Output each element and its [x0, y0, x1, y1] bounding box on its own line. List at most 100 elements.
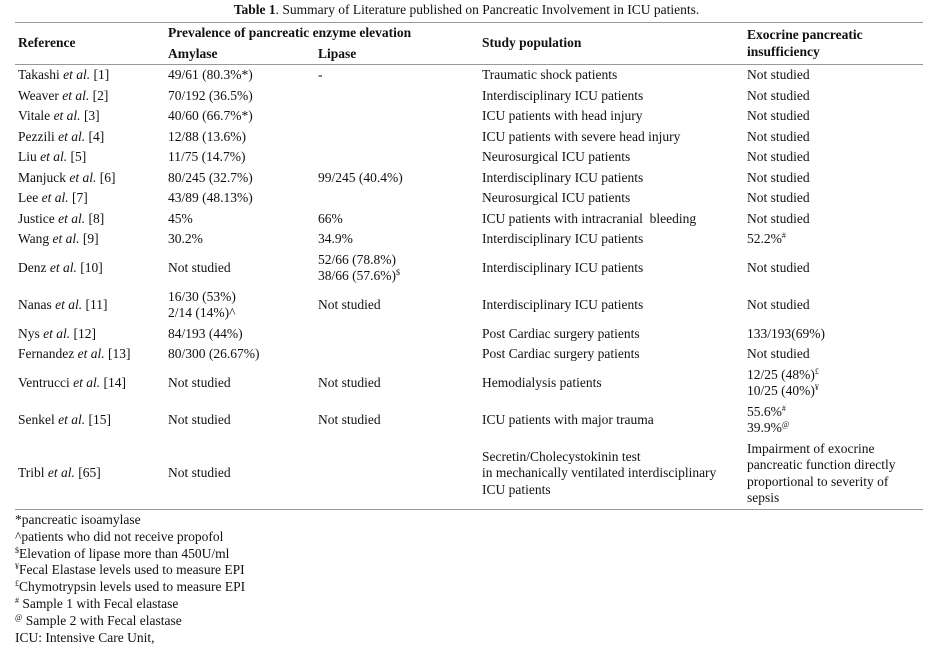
population-cell: ICU patients with head injury: [479, 106, 744, 127]
citation: [3]: [83, 108, 100, 123]
author: Tribl: [18, 465, 45, 481]
cell-line: 43/89 (48.13%): [168, 190, 253, 205]
cell-line: Interdisciplinary ICU patients: [482, 169, 644, 185]
cell-line: Exocrine pancreatic: [747, 27, 863, 42]
table-row: Manjuck et al. [6] 80/245 (32.7%) 99/245 (…: [15, 168, 923, 189]
citation: [2]: [92, 87, 109, 103]
cell-line: Not studied: [747, 128, 810, 144]
et-al: et al.: [73, 374, 101, 390]
cell-line: 38/66 (57.6%)$: [318, 268, 476, 285]
cell-line: ICU patients: [482, 481, 551, 497]
amylase-cell: 84/193 (44%): [165, 324, 315, 345]
cell-text: 38/66 (57.6%): [318, 268, 396, 283]
cell-line: Traumatic shock patients: [482, 67, 618, 82]
cell-text: 10/25 (40%): [747, 383, 815, 398]
epi-cell: 12/25 (48%)£ 10/25 (40%)¥: [744, 365, 923, 402]
cell-line: Neurosurgical ICU patients: [482, 149, 631, 164]
cell-line: Hemodialysis patients: [482, 374, 602, 390]
table-row: Tribl et al. [65] Not studied Secretin/Cho…: [15, 438, 924, 510]
cell-line: Not studied: [318, 374, 381, 390]
author: Fernandez: [18, 346, 75, 361]
cell-line: 12/88 (13.6%): [168, 128, 246, 144]
reference-cell: Ventrucci et al. [14]: [15, 365, 165, 402]
cell-line: 55.6%#: [747, 404, 920, 421]
cell-line: 39.9%@: [747, 420, 920, 437]
cell-line: -: [318, 67, 323, 82]
author: Ventrucci: [18, 374, 70, 390]
population-cell: ICU patients with intracranial bleeding: [479, 209, 744, 230]
population-cell: Secretin/Cholecystokinin test in mechanic…: [479, 438, 745, 510]
cell-line: Not studied: [747, 108, 810, 123]
cell-line: Not studied: [168, 259, 231, 275]
cell-line: ICU patients with severe head injury: [482, 128, 681, 144]
population-cell: Traumatic shock patients: [479, 65, 744, 86]
cell-text: Chymotrypsin levels used to measure EPI: [19, 579, 246, 595]
reference-cell: Tribl et al. [65]: [15, 438, 165, 510]
reference-cell: Pezzili et al. [4]: [15, 127, 165, 148]
cell-line: Not studied: [747, 259, 810, 275]
epi-cell: Not studied: [744, 106, 923, 127]
superscript: £: [814, 366, 819, 376]
superscript: $: [15, 545, 19, 555]
footnote: ¥Fecal Elastase levels used to measure E…: [15, 562, 245, 579]
reference-cell: Manjuck et al. [6]: [15, 168, 165, 189]
cell-text: Fecal Elastase levels used to measure EP…: [19, 562, 245, 578]
footnote: £Chymotrypsin levels used to measure EPI: [15, 579, 245, 596]
superscript: #: [781, 403, 786, 413]
cell-line: Not studied: [747, 210, 810, 226]
reference-cell: Weaver et al. [2]: [15, 86, 165, 107]
epi-cell: Not studied: [744, 65, 923, 86]
footnote: ICU: Intensive Care Unit,: [15, 629, 155, 645]
citation: [15]: [88, 411, 112, 427]
table-row: Weaver et al. [2] 70/192 (36.5%) Interdisc…: [15, 86, 923, 107]
epi-cell: Not studied: [744, 188, 923, 209]
population-cell: Interdisciplinary ICU patients: [479, 168, 744, 189]
et-al: et al.: [49, 259, 77, 275]
reference-cell: Liu et al. [5]: [15, 147, 165, 168]
citation: [9]: [82, 231, 99, 246]
population-cell: Post Cardiac surgery patients: [479, 324, 744, 345]
epi-cell: 52.2%#: [744, 229, 923, 250]
lipase-cell: [315, 86, 479, 107]
citation: [14]: [103, 374, 126, 390]
epi-cell: 55.6%# 39.9%@: [744, 402, 923, 439]
author: Nanas: [18, 296, 52, 312]
table-row: Wang et al. [9] 30.2% 34.9% Interdisciplina…: [15, 229, 923, 250]
et-al: et al.: [41, 190, 69, 205]
epi-cell: Not studied: [744, 147, 923, 168]
epi-cell: Not studied: [744, 168, 923, 189]
cell-line: 66%: [318, 210, 343, 226]
cell-line: Not studied: [747, 87, 810, 103]
cell-line: 2/14 (14%)^: [168, 305, 236, 320]
cell-line: Not studied: [747, 296, 810, 312]
cell-text: Elevation of lipase more than 450U/ml: [19, 545, 230, 561]
superscript: #: [781, 231, 786, 240]
epi-cell: Not studied: [744, 127, 923, 148]
amylase-cell: 30.2%: [165, 229, 315, 250]
superscript: ¥: [15, 562, 19, 572]
lipase-cell: -: [315, 65, 479, 86]
population-cell: ICU patients with major trauma: [479, 402, 744, 439]
cell-line: proportional to severity of: [747, 473, 889, 489]
lipase-cell: [315, 188, 479, 209]
citation: [8]: [88, 210, 105, 226]
epi-cell: Not studied: [744, 250, 923, 287]
header-row: Reference Prevalence of pancreatic enzym…: [15, 22, 924, 65]
amylase-cell: 43/89 (48.13%): [165, 188, 315, 209]
table-row: Senkel et al. [15] Not studied Not studied…: [15, 402, 923, 439]
cell-line: 45%: [168, 210, 193, 226]
cell-line: Not studied: [747, 190, 810, 205]
cell-line: 11/75 (14.7%): [168, 149, 246, 164]
author: Senkel: [18, 411, 55, 427]
amylase-cell: Not studied: [165, 365, 315, 402]
cell-text: Sample 2 with Fecal elastase: [22, 612, 182, 628]
table-row: Lee et al. [7] 43/89 (48.13%) Neurosurgica…: [15, 188, 923, 209]
epi-cell: Impairment of exocrine pancreatic functio…: [744, 438, 924, 510]
lipase-cell: [315, 147, 479, 168]
cell-line: Interdisciplinary ICU patients: [482, 296, 644, 312]
reference-cell: Vitale et al. [3]: [15, 106, 165, 127]
amylase-cell: Not studied: [165, 402, 315, 439]
amylase-cell: 49/61 (80.3%*): [165, 65, 315, 86]
table-row: Vitale et al. [3] 40/60 (66.7%*) ICU patie…: [15, 106, 923, 127]
cell-line: 49/61 (80.3%*): [168, 67, 253, 82]
